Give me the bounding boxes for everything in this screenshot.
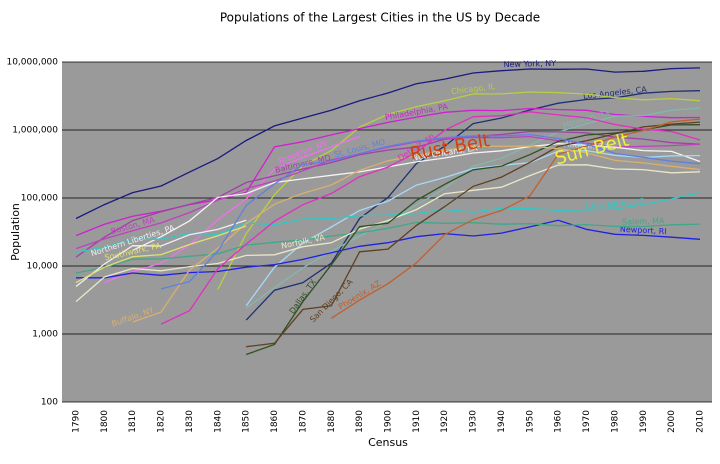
- series-line: [132, 143, 701, 251]
- chart-title: Populations of the Largest Cities in the…: [220, 11, 540, 25]
- x-tick-label: 1980: [610, 410, 620, 433]
- x-tick-label: 1870: [298, 410, 308, 433]
- x-tick-label: 1960: [554, 410, 564, 433]
- y-tick-label: 10,000,000: [6, 58, 58, 68]
- series-label: Salem, MA: [622, 216, 665, 226]
- x-tick-label: 1820: [157, 410, 167, 433]
- y-tick-label: 1,000,000: [12, 126, 58, 136]
- x-tick-label: 1850: [242, 410, 252, 433]
- x-tick-label: 1910: [412, 410, 422, 433]
- y-tick-label: 1,000: [32, 330, 58, 340]
- x-tick-label: 1860: [270, 410, 280, 433]
- x-tick-label: 1920: [440, 410, 450, 433]
- x-tick-label: 1890: [355, 410, 365, 433]
- series-line: [75, 225, 247, 284]
- x-tick-label: 1830: [185, 410, 195, 433]
- series-line: [75, 191, 701, 253]
- x-tick-label: 2010: [696, 410, 706, 433]
- x-tick-label: 1900: [384, 410, 394, 433]
- y-axis-label: Population: [9, 203, 22, 261]
- y-tick-label: 100: [41, 398, 58, 408]
- x-tick-label: 1990: [639, 410, 649, 433]
- x-tick-label: 1840: [213, 410, 223, 433]
- series-label: New York, NY: [503, 59, 556, 69]
- series-line: [245, 107, 701, 309]
- series-line: [160, 133, 701, 290]
- series-line: [75, 221, 701, 274]
- x-tick-label: 1880: [327, 410, 337, 433]
- y-tick-label: 10,000: [27, 262, 59, 272]
- series-line: [76, 219, 701, 279]
- series-line: [245, 90, 701, 321]
- series-line: [160, 111, 701, 325]
- series-line: [246, 121, 701, 348]
- series-line: [104, 135, 360, 284]
- x-tick-label: 1940: [497, 410, 507, 433]
- x-tick-label: 1810: [128, 410, 138, 433]
- series-line: [75, 164, 701, 303]
- x-tick-label: 1800: [100, 410, 110, 433]
- x-tick-label: 1950: [525, 410, 535, 433]
- y-tick-label: 100,000: [21, 194, 58, 204]
- series-line: [75, 135, 701, 250]
- x-axis-label: Census: [368, 436, 408, 449]
- series-label: Newport, RI: [620, 225, 667, 236]
- series-line: [75, 219, 247, 288]
- series-line: [330, 118, 701, 319]
- x-tick-label: 1970: [582, 410, 592, 433]
- series-line: [245, 149, 701, 307]
- x-tick-label: 2000: [667, 410, 677, 433]
- x-tick-label: 1790: [72, 410, 82, 433]
- x-tick-label: 1930: [469, 410, 479, 433]
- series-line: [75, 67, 701, 220]
- series-line: [132, 145, 701, 323]
